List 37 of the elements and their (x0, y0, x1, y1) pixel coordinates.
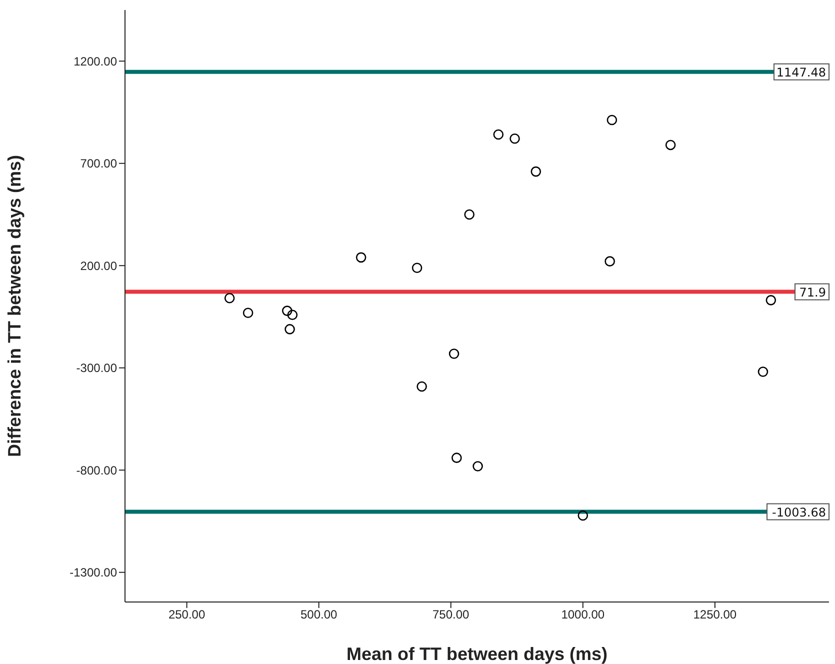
point (530, 166, 542, 177)
point (448, 348, 460, 359)
point (356, 252, 366, 263)
x-tick-label: 500.00 (300, 608, 338, 622)
point (284, 324, 295, 334)
y-tick-label: -800.00 (76, 463, 118, 478)
point (452, 452, 462, 463)
point (412, 262, 422, 274)
point (242, 308, 254, 318)
point (224, 292, 235, 304)
x-tick-label: 750.00 (432, 608, 470, 622)
y-tick-label: 200.00 (80, 258, 118, 273)
x-axis-title: Mean of TT between days (ms) (346, 644, 608, 664)
x-tick-label: 1250.00 (693, 608, 737, 622)
y-axis-title: Difference in TT between days (ms) (4, 154, 24, 458)
point (493, 129, 504, 140)
point (578, 510, 588, 521)
point (766, 295, 776, 306)
point (758, 366, 768, 377)
y-tick-label: -1300.00 (70, 566, 118, 580)
point (464, 209, 474, 220)
point (604, 256, 615, 266)
point (665, 140, 676, 150)
y-tick-label: 1200.00 (74, 54, 118, 68)
ref-line-label: -1003.68 (772, 505, 826, 520)
ref-line-label: 1147.48 (776, 65, 826, 80)
point (282, 306, 292, 316)
y-tick-label: -300.00 (76, 361, 118, 376)
ref-line-label: 71.9 (799, 285, 826, 300)
y-tick-label: 700.00 (80, 156, 118, 171)
point (416, 381, 427, 392)
point (472, 461, 483, 472)
x-tick-label: 250.00 (168, 608, 206, 622)
point (287, 310, 298, 320)
point (510, 133, 520, 144)
x-tick-label: 1000.00 (561, 608, 605, 622)
point (606, 114, 618, 126)
